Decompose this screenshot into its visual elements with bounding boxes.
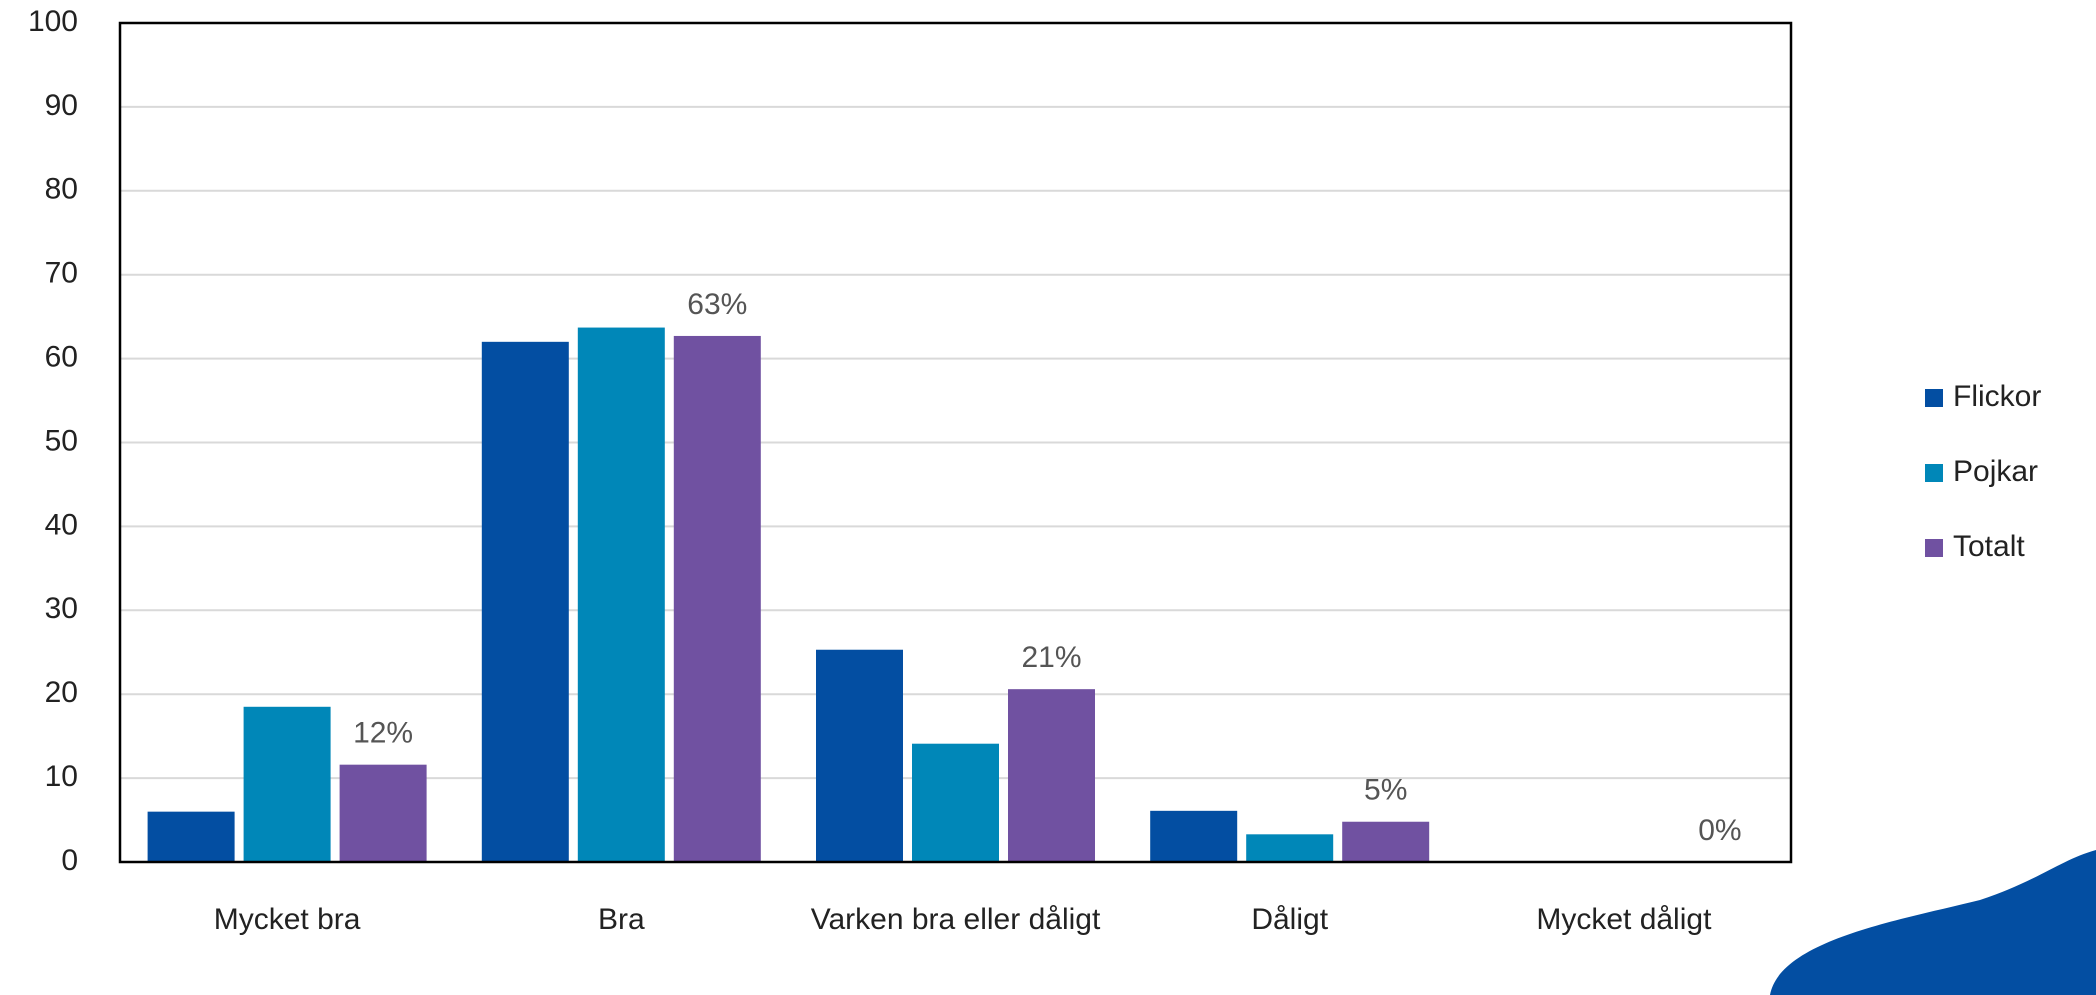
bar bbox=[577, 327, 665, 862]
data-label: 5% bbox=[1364, 774, 1407, 807]
y-tick-label: 80 bbox=[45, 173, 78, 206]
legend-label: Pojkar bbox=[1953, 455, 2038, 488]
y-tick-label: 30 bbox=[45, 592, 78, 625]
bar bbox=[243, 706, 331, 862]
x-tick-label: Mycket bra bbox=[213, 903, 361, 936]
bar bbox=[912, 743, 999, 862]
x-tick-label: Bra bbox=[597, 903, 645, 936]
bar bbox=[816, 649, 903, 862]
bar bbox=[1150, 810, 1238, 862]
bar bbox=[147, 811, 235, 862]
x-tick-label: Mycket dåligt bbox=[1536, 903, 1712, 936]
data-label: 0% bbox=[1698, 814, 1741, 847]
y-tick-label: 0 bbox=[61, 844, 78, 877]
data-label: 63% bbox=[687, 288, 747, 321]
decor-blob bbox=[1770, 850, 2096, 995]
y-tick-label: 20 bbox=[45, 676, 78, 709]
y-tick-label: 70 bbox=[45, 257, 78, 290]
y-tick-label: 90 bbox=[45, 89, 78, 122]
legend-swatch bbox=[1925, 464, 1943, 482]
legend-label: Flickor bbox=[1953, 380, 2041, 413]
y-tick-label: 60 bbox=[45, 341, 78, 374]
plot-border bbox=[118, 21, 1793, 864]
bar bbox=[1342, 821, 1430, 862]
y-tick-label: 100 bbox=[28, 5, 78, 38]
x-tick-label: Dåligt bbox=[1251, 903, 1329, 936]
data-label: 21% bbox=[1021, 641, 1081, 674]
y-tick-label: 10 bbox=[45, 760, 78, 793]
legend-label: Totalt bbox=[1953, 530, 2025, 563]
bar bbox=[1246, 834, 1334, 862]
legend-swatch bbox=[1925, 389, 1943, 407]
x-tick-label: Varken bra eller dåligt bbox=[810, 903, 1101, 936]
bar bbox=[673, 335, 761, 862]
y-tick-label: 50 bbox=[45, 424, 78, 457]
data-label: 12% bbox=[353, 717, 413, 750]
bar bbox=[339, 764, 427, 862]
y-tick-label: 40 bbox=[45, 508, 78, 541]
legend-swatch bbox=[1925, 539, 1943, 557]
bar bbox=[1008, 689, 1095, 862]
bar bbox=[481, 341, 569, 862]
